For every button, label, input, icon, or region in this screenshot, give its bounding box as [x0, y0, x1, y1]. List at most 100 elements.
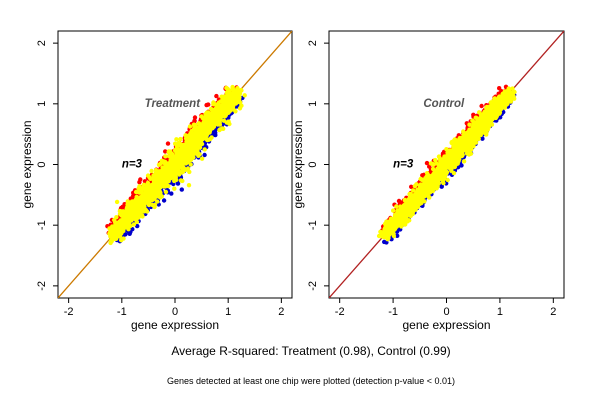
red-point: [192, 118, 197, 124]
yellow-point: [212, 121, 217, 126]
yellow-point: [154, 184, 159, 189]
panel-n-label: n=3: [122, 159, 143, 171]
yellow-point: [141, 182, 146, 187]
red-point: [396, 198, 402, 204]
yellow-point: [230, 87, 235, 92]
yellow-point: [148, 176, 153, 181]
yellow-point: [215, 113, 221, 118]
panel-title: Treatment: [145, 98, 202, 110]
yellow-point: [510, 86, 515, 91]
yellow-point: [221, 118, 227, 123]
yellow-point: [174, 165, 180, 170]
yellow-point: [176, 143, 182, 148]
yellow-point: [467, 122, 472, 127]
yellow-point: [122, 225, 128, 230]
yellow-point: [180, 155, 185, 160]
yellow-point: [173, 141, 178, 146]
yellow-point: [208, 106, 214, 112]
red-point: [479, 103, 484, 109]
yellow-point: [391, 208, 396, 213]
red-point: [497, 86, 502, 91]
yellow-point: [186, 183, 192, 188]
yellow-point: [128, 214, 134, 220]
yellow-point: [199, 114, 204, 119]
yellow-point: [143, 188, 148, 193]
yellow-point: [119, 238, 124, 243]
yellow-point: [206, 122, 211, 128]
yellow-point: [161, 159, 166, 164]
yellow-point: [199, 133, 204, 138]
yellow-point: [134, 194, 139, 200]
yellow-point: [171, 172, 177, 177]
yellow-point: [185, 166, 191, 171]
yellow-point: [187, 169, 192, 175]
yellow-point: [139, 187, 144, 193]
yellow-point: [223, 104, 228, 110]
yellow-point: [166, 150, 171, 155]
y-tick-label: 0: [36, 161, 48, 167]
red-point: [163, 149, 168, 154]
y-tick-label: -1: [36, 220, 48, 230]
yellow-point: [168, 169, 173, 174]
yellow-point: [163, 189, 169, 195]
yellow-point: [242, 93, 247, 98]
yellow-point: [142, 202, 147, 207]
yellow-point: [137, 213, 142, 219]
yellow-point: [108, 229, 113, 235]
yellow-point: [112, 233, 118, 238]
red-point: [192, 115, 198, 120]
yellow-point: [405, 219, 410, 224]
yellow-point: [198, 122, 204, 127]
red-point: [138, 177, 143, 182]
yellow-point: [237, 106, 243, 111]
yellow-point: [178, 136, 183, 142]
yellow-point: [449, 168, 454, 173]
yellow-point: [185, 143, 190, 149]
yellow-point: [394, 204, 399, 209]
yellow-point: [158, 190, 163, 195]
yellow-point: [155, 193, 161, 199]
yellow-point: [194, 126, 199, 131]
yellow-point: [187, 147, 193, 153]
yellow-point: [204, 110, 210, 115]
yellow-point: [202, 147, 207, 152]
yellow-point: [430, 188, 435, 194]
yellow-point: [125, 199, 130, 204]
yellow-point: [461, 129, 466, 134]
yellow-point: [229, 93, 235, 98]
yellow-point: [155, 199, 160, 204]
yellow-point: [223, 113, 228, 118]
yellow-point: [221, 126, 226, 131]
yellow-point: [210, 111, 215, 117]
yellow-point: [137, 200, 143, 205]
yellow-point: [166, 164, 171, 169]
yellow-point: [190, 138, 196, 143]
x-axis-label: gene expression: [131, 318, 219, 332]
yellow-point: [428, 161, 434, 166]
yellow-point: [182, 160, 188, 165]
yellow-point: [108, 234, 113, 239]
yellow-point: [193, 131, 199, 137]
yellow-point: [191, 122, 197, 127]
yellow-point: [153, 179, 159, 184]
yellow-point: [239, 88, 244, 93]
yellow-point: [205, 119, 210, 124]
yellow-point: [224, 85, 229, 91]
x-tick-label: -2: [64, 306, 74, 318]
yellow-point: [166, 154, 172, 159]
yellow-point: [166, 176, 171, 181]
yellow-point: [469, 147, 474, 152]
yellow-point: [175, 147, 180, 152]
yellow-point: [222, 109, 227, 115]
point-cloud: [105, 84, 247, 246]
yellow-point: [133, 199, 138, 204]
yellow-point: [445, 177, 450, 183]
x-tick-label: 1: [225, 306, 231, 318]
yellow-point: [151, 189, 156, 194]
yellow-point: [133, 189, 139, 195]
yellow-point: [202, 119, 207, 125]
yellow-point: [174, 137, 179, 142]
blue-point: [480, 136, 485, 141]
yellow-point: [172, 186, 177, 191]
